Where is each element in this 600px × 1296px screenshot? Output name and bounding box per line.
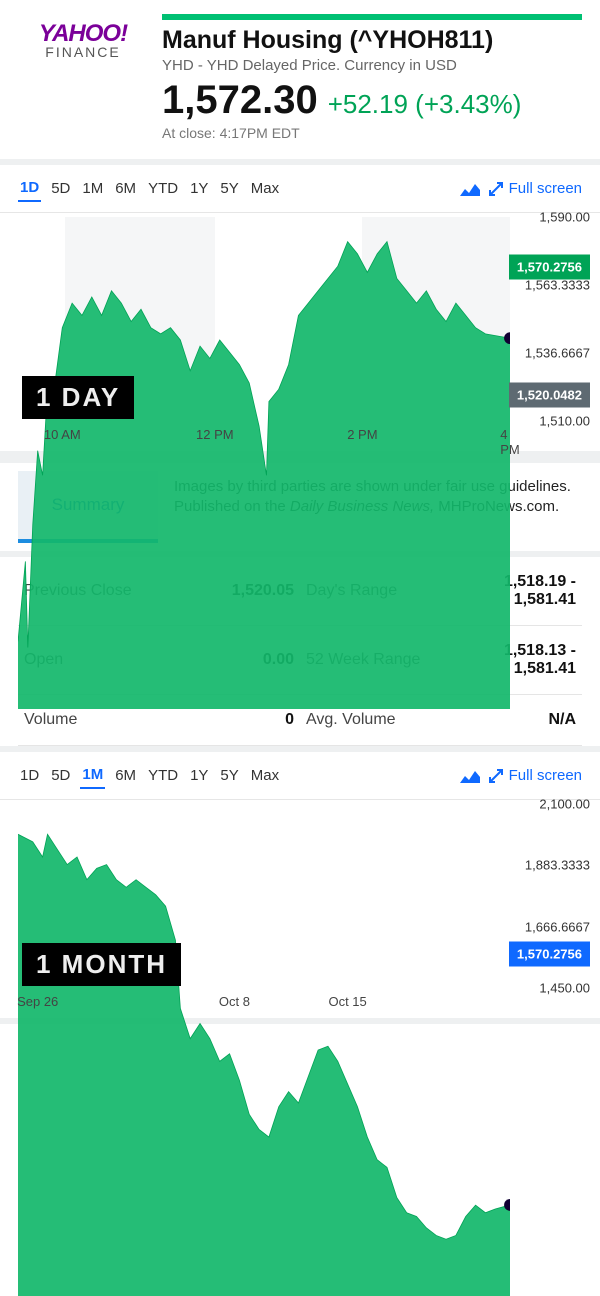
chart-1d-svg xyxy=(18,217,510,709)
logo-text-yahoo: YAHOO xyxy=(39,20,120,47)
range-bar-1: 1D 5D 1M 6M YTD 1Y 5Y Max Full screen xyxy=(0,165,600,213)
quote-header: YAHOO! FINANCE Manuf Housing (^YHOH811) … xyxy=(0,0,600,151)
chart-1m-svg xyxy=(18,804,510,1296)
fullscreen-label: Full screen xyxy=(509,767,582,784)
stat-value: 0 xyxy=(285,711,294,729)
x-axis-label: 10 AM xyxy=(44,427,81,442)
y-axis-label: 1,510.00 xyxy=(539,414,590,429)
y-axis-label: 1,666.6667 xyxy=(525,919,590,934)
range-ytd[interactable]: YTD xyxy=(146,763,180,788)
range-1y[interactable]: 1Y xyxy=(188,176,210,201)
y-axis-label: 2,100.00 xyxy=(539,797,590,812)
chart-1d-panel: 1D5D1M6MYTD1Y5YMaxFull screen 1,590.001,… xyxy=(0,159,600,457)
range-5d[interactable]: 5D xyxy=(49,763,72,788)
last-price: 1,572.30 xyxy=(162,78,318,123)
y-axis-label: 1,450.00 xyxy=(539,981,590,996)
price-badge: 1,570.2756 xyxy=(509,255,590,280)
range-1d[interactable]: 1D xyxy=(18,763,41,788)
range-5y[interactable]: 5Y xyxy=(218,763,240,788)
x-axis-label: Oct 8 xyxy=(219,994,250,1009)
logo-text-finance: FINANCE xyxy=(18,44,148,60)
chart-type-icon[interactable] xyxy=(459,768,481,784)
range-max[interactable]: Max xyxy=(249,763,281,788)
y-axis-label: 1,536.6667 xyxy=(525,345,590,360)
stat-label: Avg. Volume xyxy=(306,711,396,729)
chart-1d-overlay: 1 DAY xyxy=(22,376,134,419)
stat-value: N/A xyxy=(548,711,576,729)
chart-1d-stage: 1,590.001,563.33331,536.66671,510.001,57… xyxy=(0,213,600,451)
price-badge: 1,520.0482 xyxy=(509,383,590,408)
range-ytd[interactable]: YTD xyxy=(146,176,180,201)
fullscreen-link[interactable]: Full screen xyxy=(489,767,582,784)
fullscreen-label: Full screen xyxy=(509,180,582,197)
chart-1m-y-labels: 2,100.001,883.33331,666.66671,450.001,57… xyxy=(504,804,590,988)
logo-bang: ! xyxy=(120,20,127,47)
range-1m[interactable]: 1M xyxy=(80,176,105,201)
chart-1m-overlay: 1 MONTH xyxy=(22,943,181,986)
range-1d[interactable]: 1D xyxy=(18,175,41,202)
range-6m[interactable]: 6M xyxy=(113,176,138,201)
price-badge: 1,570.2756 xyxy=(509,941,590,966)
chart-1d-y-labels: 1,590.001,563.33331,536.66671,510.001,57… xyxy=(504,217,590,421)
instrument-title: Manuf Housing (^YHOH811) xyxy=(162,26,582,55)
range-1m[interactable]: 1M xyxy=(80,762,105,789)
stat-label: Volume xyxy=(24,711,77,729)
price-change: +52.19 (+3.43%) xyxy=(328,89,522,120)
range-5d[interactable]: 5D xyxy=(49,176,72,201)
close-time: At close: 4:17PM EDT xyxy=(162,125,582,141)
chart-1m-stage: 2,100.00 1,883.3333 1,666.6667 1,450.00 1,57… xyxy=(0,800,600,1018)
range-1y[interactable]: 1Y xyxy=(188,763,210,788)
range-bar-2: 1D 5D 1M 6M YTD 1Y 5Y Max Full screen xyxy=(0,752,600,800)
x-axis-label: 4 PM xyxy=(500,427,520,457)
y-axis-label: 1,883.3333 xyxy=(525,858,590,873)
yahoo-finance-logo: YAHOO! FINANCE xyxy=(18,14,148,141)
range-6m[interactable]: 6M xyxy=(113,763,138,788)
x-axis-label: 12 PM xyxy=(196,427,234,442)
y-axis-label: 1,590.00 xyxy=(539,210,590,225)
chart-1d-x-labels: 10 AM12 PM2 PM4 PM xyxy=(18,427,510,445)
fullscreen-link[interactable]: Full screen xyxy=(489,180,582,197)
range-max[interactable]: Max xyxy=(249,176,281,201)
chart-1m-x-labels: Sep 26 Oct 8 Oct 15 xyxy=(18,994,510,1012)
stat-value: 1,518.13 - 1,581.41 xyxy=(504,642,576,678)
instrument-subtitle: YHD - YHD Delayed Price. Currency in USD xyxy=(162,57,582,74)
chart-type-icon[interactable] xyxy=(459,181,481,197)
x-axis-label: Oct 15 xyxy=(328,994,366,1009)
stat-value: 1,518.19 - 1,581.41 xyxy=(504,573,576,609)
range-5y[interactable]: 5Y xyxy=(218,176,240,201)
x-axis-label: Sep 26 xyxy=(17,994,58,1009)
x-axis-label: 2 PM xyxy=(347,427,377,442)
quote-header-main: Manuf Housing (^YHOH811) YHD - YHD Delay… xyxy=(162,14,582,141)
chart-1m-panel: 1D 5D 1M 6M YTD 1Y 5Y Max Full screen 2,100.00 1,… xyxy=(0,746,600,1024)
